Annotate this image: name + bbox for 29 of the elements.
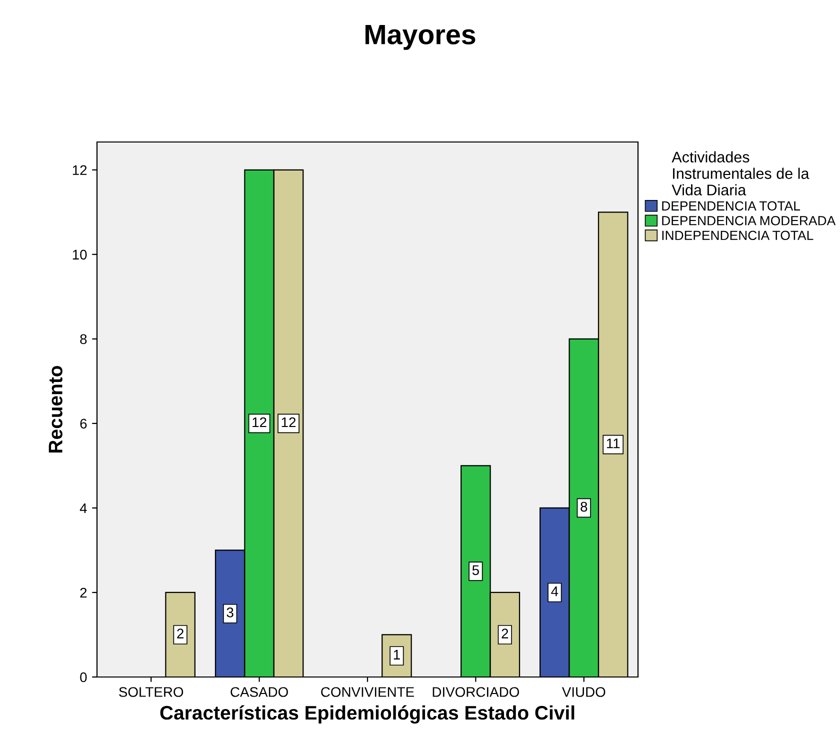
legend-label: DEPENDENCIA MODERADA bbox=[662, 216, 836, 226]
data-label: 3 bbox=[226, 608, 234, 618]
legend-label: DEPENDENCIA TOTAL bbox=[662, 201, 800, 211]
x-tick-label: CONVIVIENTE bbox=[321, 687, 414, 697]
x-tick-label: SOLTERO bbox=[119, 687, 184, 697]
y-tick-label: 12 bbox=[72, 165, 87, 175]
x-tick-label: DIVORCIADO bbox=[432, 687, 520, 697]
data-label: 2 bbox=[177, 628, 184, 638]
data-label: 4 bbox=[551, 586, 558, 596]
y-tick-label: 8 bbox=[80, 334, 87, 344]
legend-label: INDEPENDENCIA TOTAL bbox=[662, 230, 814, 240]
data-label: 5 bbox=[472, 565, 479, 576]
y-tick-label: 10 bbox=[72, 250, 87, 260]
data-label: 12 bbox=[252, 417, 266, 428]
x-tick-label: VIUDO bbox=[562, 687, 606, 697]
data-label: 2 bbox=[502, 628, 508, 638]
data-label: 11 bbox=[606, 438, 620, 448]
y-tick-label: 6 bbox=[80, 418, 87, 429]
y-tick-label: 4 bbox=[80, 503, 87, 513]
legend-title: Actividades Instrumentales de la Vida Diaria bbox=[672, 151, 810, 196]
y-tick-label: 0 bbox=[80, 672, 87, 682]
x-axis-title: Características Epidemiológicas Estado Civil bbox=[160, 705, 574, 724]
data-label: 1 bbox=[394, 650, 400, 660]
y-tick-label: 2 bbox=[80, 588, 87, 598]
data-label: 12 bbox=[282, 417, 296, 428]
y-axis-title: Recuento bbox=[48, 366, 62, 452]
data-label: 8 bbox=[580, 502, 588, 512]
chart-title: Mayores bbox=[366, 25, 476, 50]
x-tick-label: CASADO bbox=[230, 687, 288, 697]
